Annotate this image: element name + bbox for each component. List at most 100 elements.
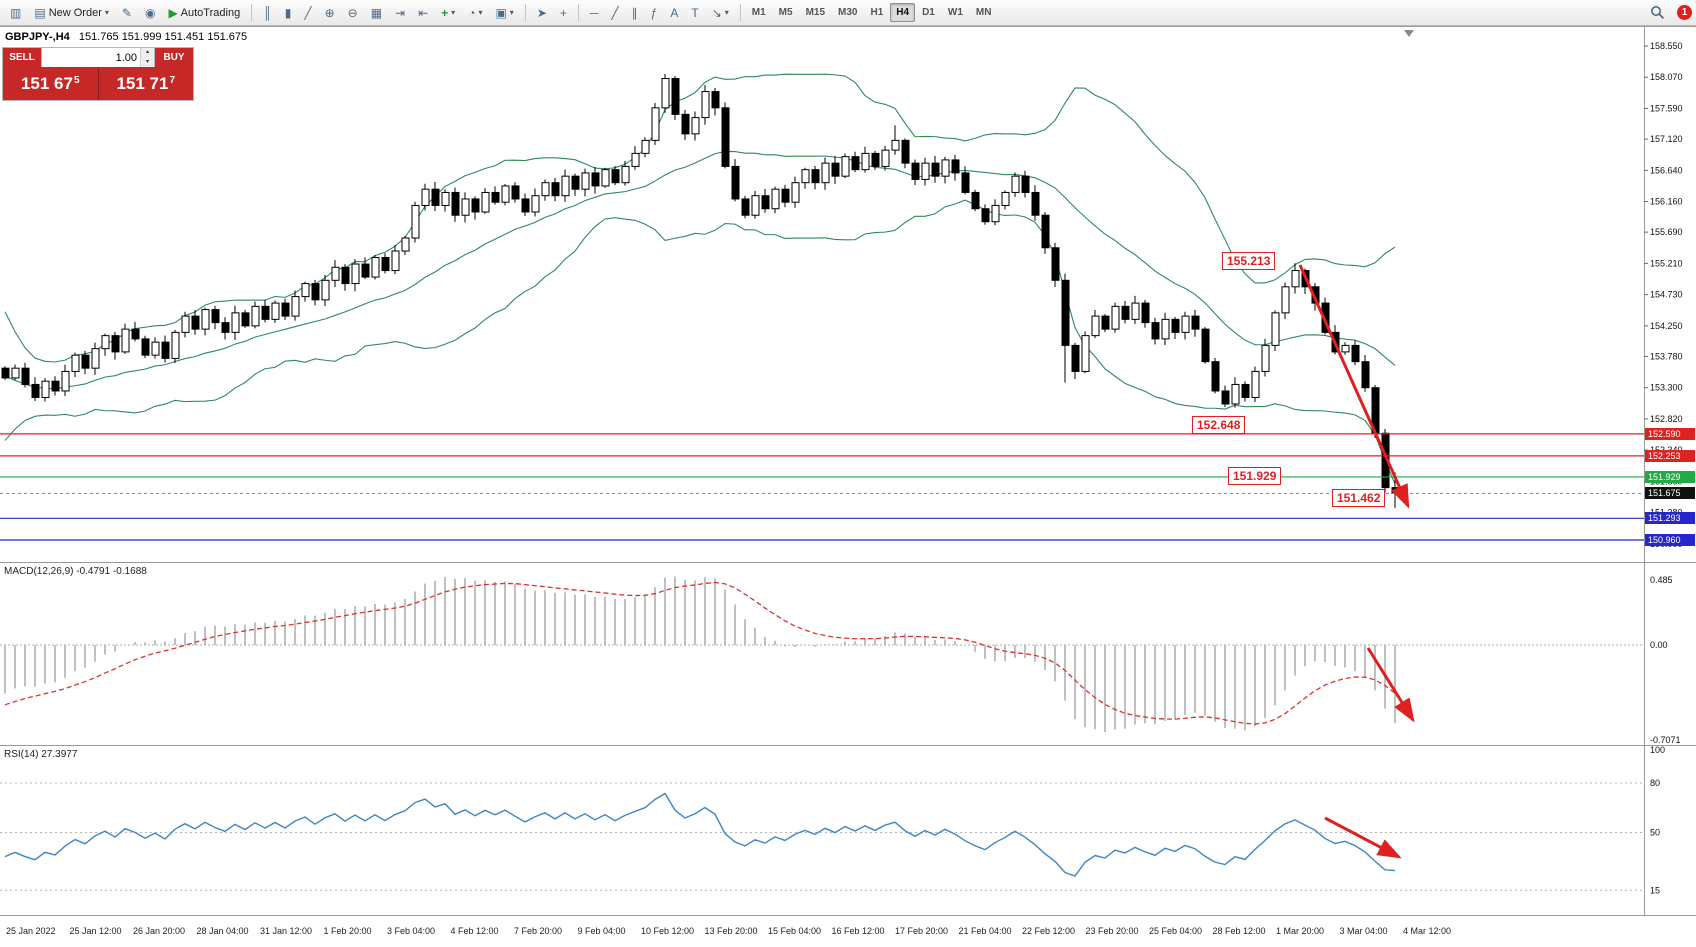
sell-price-button[interactable]: 151 67 5	[3, 67, 98, 100]
candle	[51, 380, 60, 392]
text-tool-button[interactable]: A	[664, 2, 684, 23]
candlestick-icon: ▮	[284, 5, 292, 20]
timeframe-m15[interactable]: M15	[800, 3, 831, 22]
text-label-button[interactable]: T	[685, 2, 704, 23]
candle	[1, 367, 10, 379]
templates-button[interactable]: ▣ ▾	[489, 2, 519, 23]
price-tick-label: 153.300	[1650, 383, 1683, 393]
autotrading-button[interactable]: ▶ AutoTrading	[162, 2, 246, 23]
candlestick-chart-button[interactable]: ▮	[279, 2, 298, 23]
candle	[721, 107, 730, 167]
volume-up-icon[interactable]: ▴	[141, 48, 154, 58]
channel-icon: ∥	[631, 5, 638, 20]
horizontal-line-button[interactable]: ─	[584, 2, 605, 23]
price-tick-label: 151.380	[1650, 508, 1683, 518]
candle	[531, 195, 540, 213]
metaeditor-button[interactable]: ✎	[116, 2, 138, 23]
channel-button[interactable]: ∥	[626, 2, 644, 23]
cursor-button[interactable]: ➤	[531, 2, 553, 23]
candle	[781, 188, 790, 203]
chart-shift-button[interactable]: ⇤	[412, 2, 434, 23]
panel-frame	[0, 26, 1696, 916]
candle	[1061, 279, 1070, 346]
new-order-button[interactable]: ▤ New Order ▾	[28, 2, 115, 23]
candle	[231, 312, 240, 333]
price-tick-label: 157.590	[1650, 103, 1683, 113]
timeframe-w1[interactable]: W1	[942, 3, 969, 22]
rsi-scale-label: 50	[1650, 828, 1660, 838]
rsi-panel	[0, 782, 1644, 891]
main-toolbar: ▥ ▤ New Order ▾ ✎ ◉ ▶ AutoTrading ║ ▮ ╱ …	[0, 0, 1696, 26]
symbols-button[interactable]: ▥	[4, 2, 27, 23]
bollinger-bands	[4, 73, 1396, 485]
price-tick-label: 157.120	[1650, 134, 1683, 144]
cursor-icon: ➤	[536, 5, 547, 20]
volume-down-icon[interactable]: ▾	[141, 57, 154, 67]
candle	[771, 188, 780, 210]
trendline-button[interactable]: ╱	[605, 2, 624, 23]
buy-price-button[interactable]: 151 71 7	[97, 67, 193, 100]
zoom-in-button[interactable]: ⊕	[319, 2, 341, 23]
search-button[interactable]	[1644, 2, 1671, 23]
candle	[611, 169, 620, 184]
candle	[1341, 344, 1350, 353]
trend-arrow[interactable]	[1298, 264, 1410, 509]
tile-windows-icon: ▦	[370, 5, 383, 20]
time-axis: 25 Jan 2022 25 Jan 12:00 26 Jan 20:00 28 Ja…	[6, 926, 1451, 936]
candle	[131, 328, 140, 340]
candle	[641, 139, 650, 154]
sell-button[interactable]: SELL	[3, 48, 41, 67]
text-label-icon: T	[691, 5, 699, 20]
volume-input[interactable]	[42, 48, 140, 67]
candle	[211, 309, 220, 324]
chart-shift-marker[interactable]	[1404, 30, 1414, 37]
zoom-out-button[interactable]: ⊖	[342, 2, 364, 23]
candle	[951, 159, 960, 174]
candle	[291, 296, 300, 317]
buy-button[interactable]: BUY	[155, 48, 193, 67]
timeframe-m1[interactable]: M1	[746, 3, 772, 22]
community-button[interactable]: ◉	[139, 2, 161, 23]
plus-icon: +	[441, 5, 449, 20]
trend-arrow[interactable]	[1324, 816, 1402, 859]
candle	[961, 172, 970, 193]
fibonacci-button[interactable]: ƒ	[645, 2, 664, 23]
candle	[1261, 344, 1270, 372]
rsi-label: RSI(14) 27.3977	[4, 749, 78, 760]
auto-scroll-button[interactable]: ⇥	[389, 2, 411, 23]
price-annotation[interactable]: 151.929	[1228, 467, 1282, 485]
timeframe-mn[interactable]: MN	[970, 3, 998, 22]
price-annotation[interactable]: 152.648	[1192, 416, 1246, 434]
timeframe-d1[interactable]: D1	[916, 3, 941, 22]
profiles-button[interactable]: ◔ ▾	[462, 2, 488, 23]
bar-chart-button[interactable]: ║	[257, 2, 278, 23]
candle	[361, 263, 370, 278]
arrows-tool-button[interactable]: ↘ ▾	[706, 2, 735, 23]
timeframe-m30[interactable]: M30	[832, 3, 863, 22]
crosshair-button[interactable]: +	[554, 2, 573, 23]
line-chart-button[interactable]: ╱	[298, 2, 317, 23]
time-tick-label: 7 Feb 20:00	[514, 926, 562, 936]
chart-shift-icon: ⇤	[418, 5, 429, 20]
candle	[831, 162, 840, 177]
volume-spin-buttons: ▴ ▾	[140, 48, 154, 67]
chevron-down-icon: ▾	[478, 8, 483, 17]
candle	[691, 117, 700, 135]
candle	[61, 370, 70, 392]
trend-arrow[interactable]	[1366, 647, 1415, 723]
tile-windows-button[interactable]: ▦	[365, 2, 388, 23]
price-annotation[interactable]: 151.462	[1332, 489, 1386, 507]
candle	[81, 354, 90, 369]
candle	[1041, 214, 1050, 249]
timeframe-m5[interactable]: M5	[773, 3, 799, 22]
timeframe-h1[interactable]: H1	[864, 3, 889, 22]
price-annotation[interactable]: 155.213	[1222, 252, 1276, 270]
price-tick-label: 150.900	[1650, 539, 1683, 549]
timeframe-h4[interactable]: H4	[890, 3, 916, 22]
price-tick-label: 158.070	[1650, 72, 1683, 82]
candle	[501, 185, 510, 203]
new-chart-button[interactable]: + ▾	[435, 2, 461, 23]
candle	[1231, 383, 1240, 405]
notification-badge[interactable]: 1	[1677, 5, 1692, 20]
